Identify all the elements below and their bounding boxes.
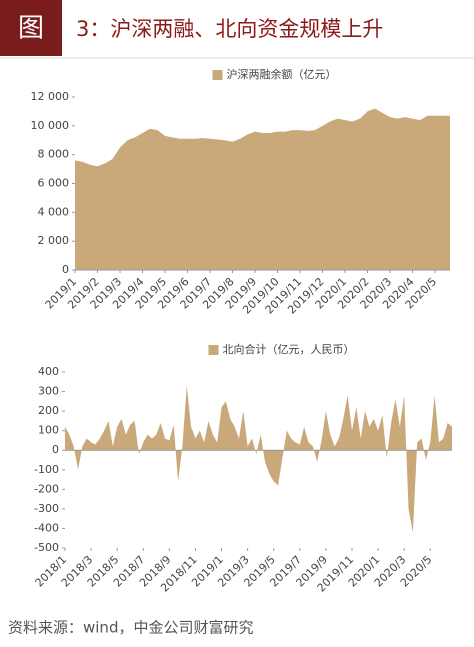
y-tick-label: -300	[34, 502, 59, 515]
y-tick-label: 10 000	[31, 119, 70, 132]
y-tick-label: 400	[38, 365, 59, 378]
badge: 图	[18, 14, 44, 44]
y-tick-label: 200	[38, 404, 59, 417]
legend-label: 沪深两融余额（亿元）	[227, 67, 337, 81]
legend-swatch	[208, 345, 219, 355]
y-tick-label: 2 000	[38, 234, 70, 247]
y-tick-label: -100	[34, 463, 59, 476]
area	[75, 108, 450, 271]
y-tick-label: -200	[34, 482, 59, 495]
y-tick-label: 100	[38, 424, 59, 437]
area	[65, 385, 452, 533]
y-tick-label: 0	[52, 443, 59, 456]
legend-swatch	[212, 70, 223, 80]
badge-box	[0, 0, 62, 56]
source: 资料来源：wind，中金公司财富研究	[8, 619, 253, 637]
y-tick-label: 8 000	[38, 148, 70, 161]
y-tick-label: 12 000	[31, 90, 70, 103]
legend-label: 北向合计（亿元，人民币）	[223, 342, 355, 356]
y-tick-label: 6 000	[38, 177, 70, 190]
y-tick-label: 4 000	[38, 205, 70, 218]
y-tick-label: 300	[38, 385, 59, 398]
y-tick-label: -400	[34, 521, 59, 534]
y-tick-label: -500	[34, 541, 59, 554]
y-tick-label: 0	[62, 263, 69, 276]
figure-title: 3：沪深两融、北向资金规模上升	[76, 17, 383, 41]
